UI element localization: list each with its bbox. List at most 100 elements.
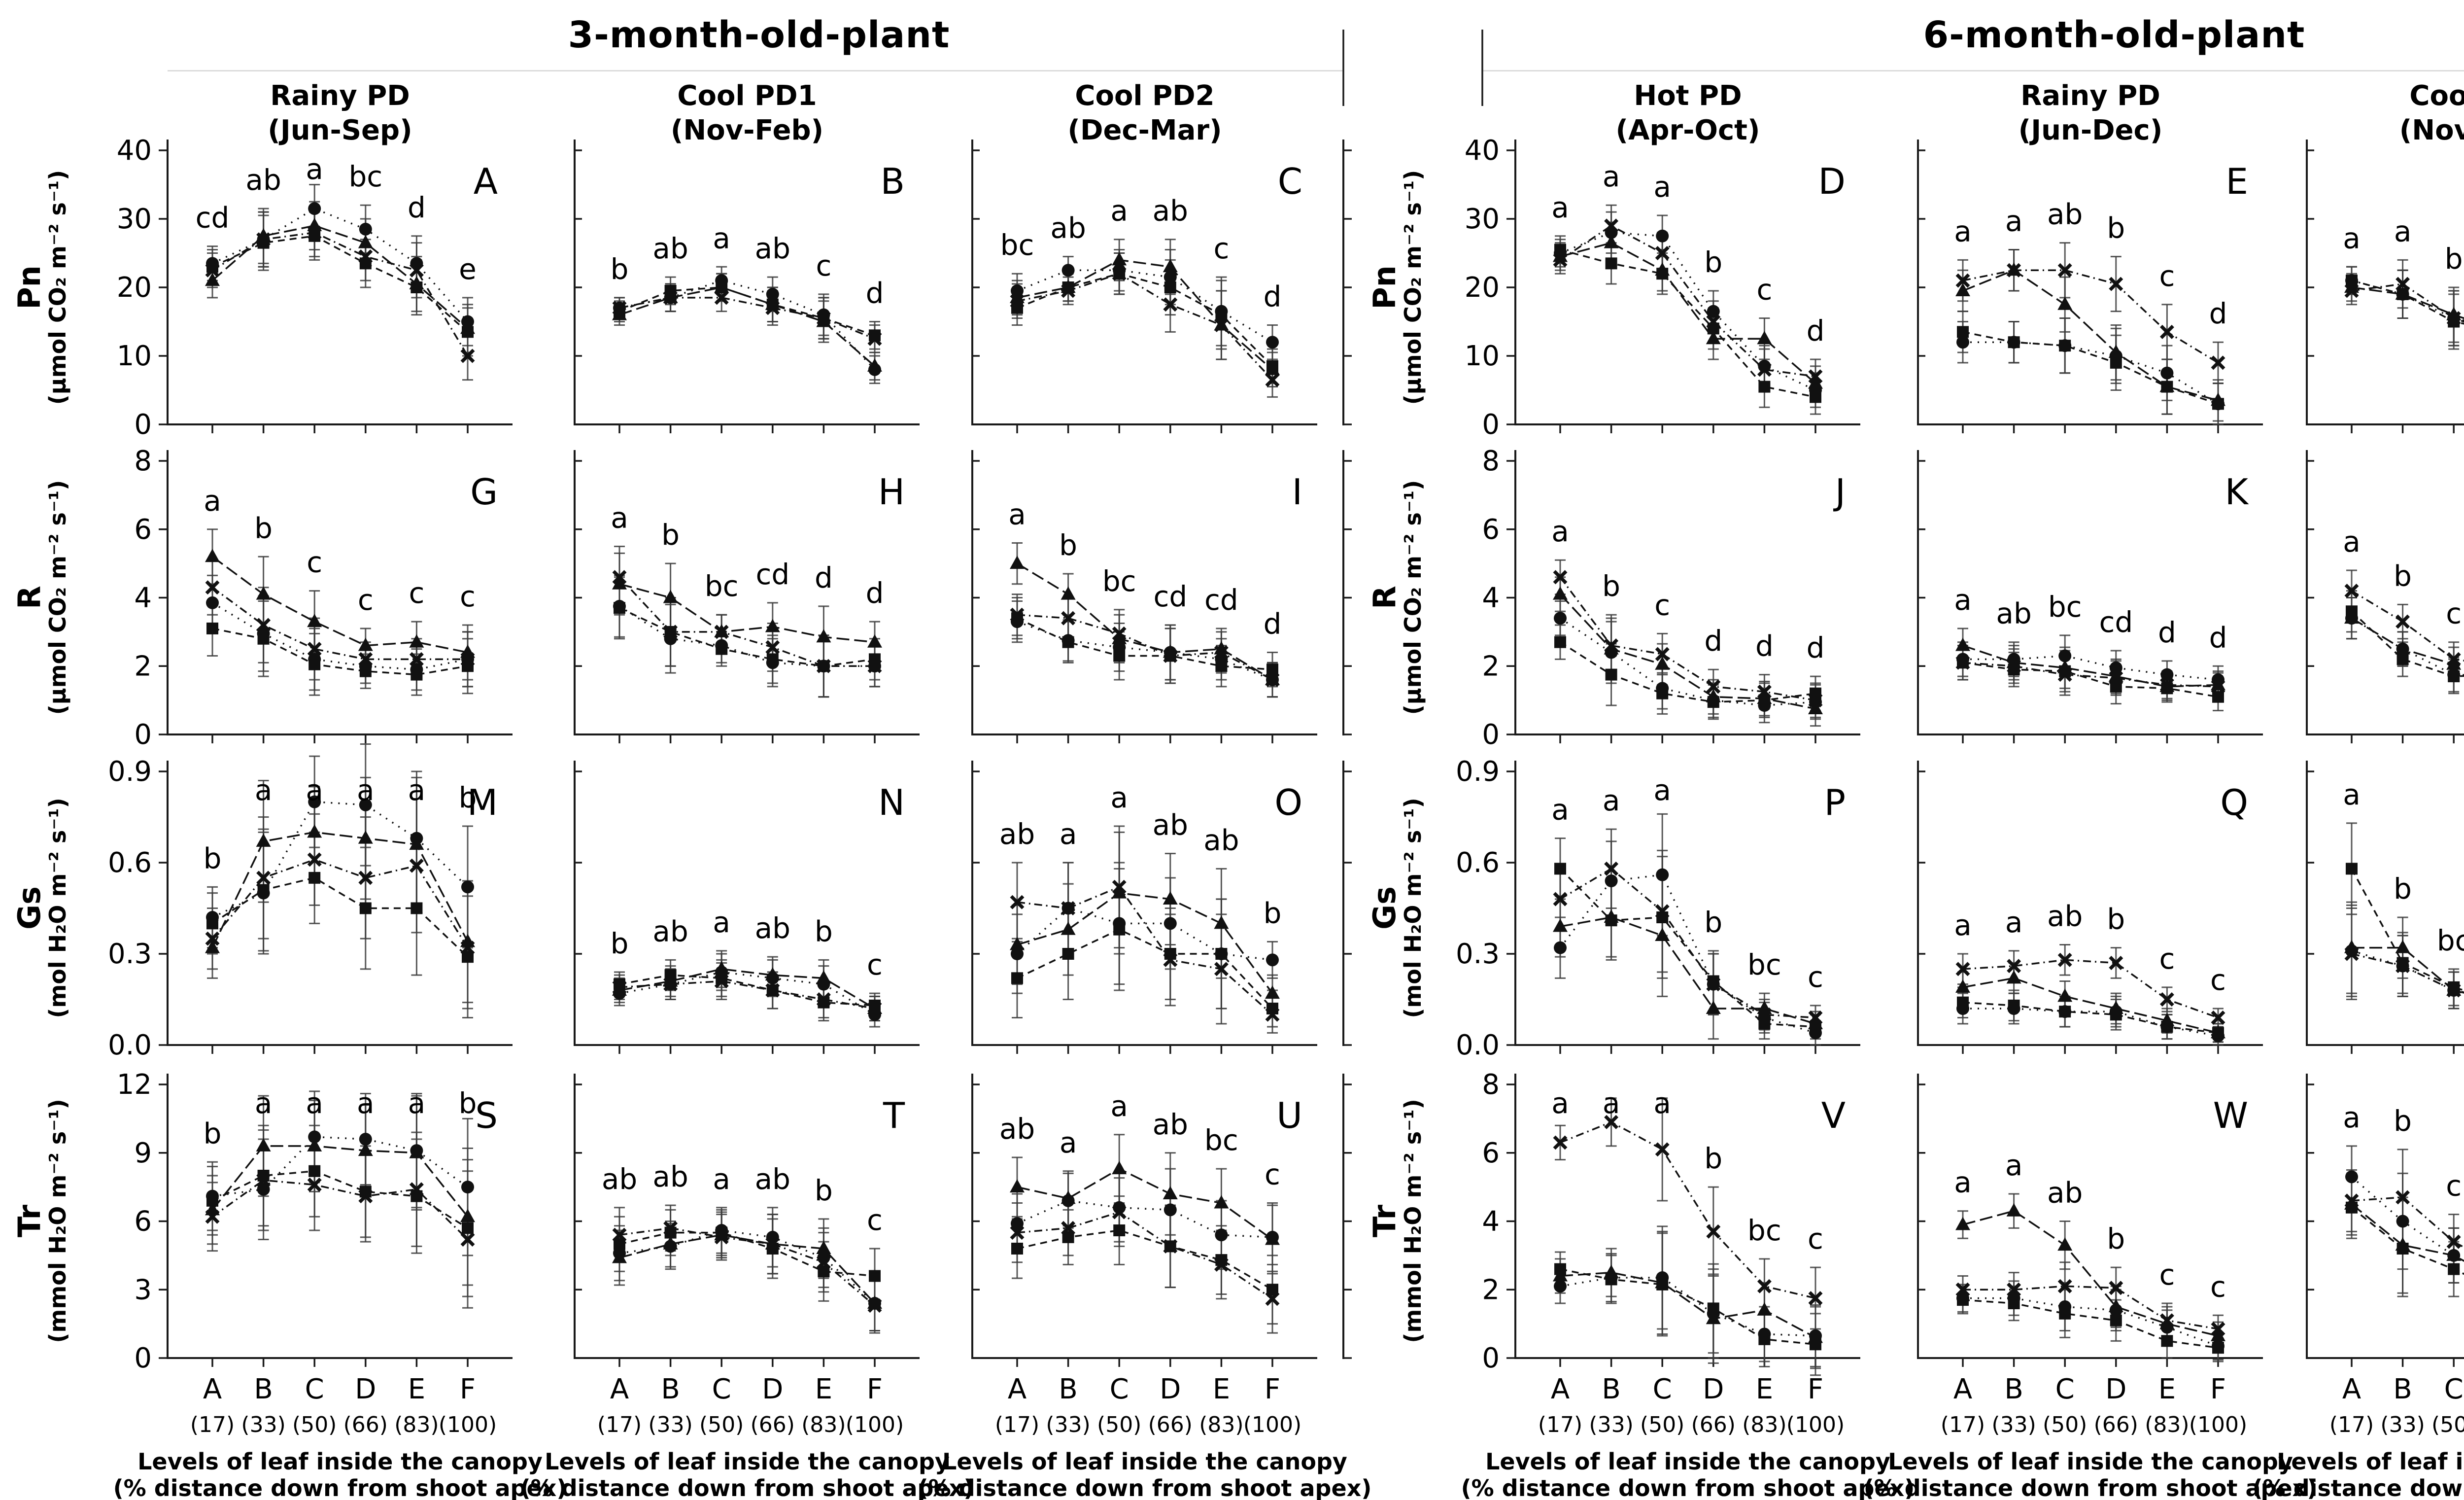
filled-circle-marker [2396,1215,2409,1228]
cross-marker [1706,679,1721,694]
cross-marker [2211,1322,2225,1336]
sig-letter: ab [1153,194,1188,228]
x-axis-title-line1: Levels of leaf inside the canopy [2277,1448,2464,1475]
cross-marker [714,290,729,305]
x-axis-title-line1: Levels of leaf inside the canopy [1485,1448,1890,1475]
filled-triangle-marker [358,637,373,651]
cross-marker [460,652,475,666]
series-line-filled-circle [1963,1008,2219,1037]
y-tick-label: 10 [1465,340,1500,372]
x-tick-letter: A [610,1373,629,1405]
filled-square-marker [462,1222,474,1234]
sig-letter: e [459,252,477,286]
filled-square-marker [716,643,728,655]
filled-circle-marker [359,1133,372,1146]
filled-square-marker [1113,1224,1126,1236]
sig-letter: d [2209,621,2227,654]
series-line-cross [211,1179,469,1240]
filled-circle-marker [359,798,372,811]
filled-circle-marker [1956,336,1969,349]
filled-circle-marker [1164,917,1177,930]
sig-letter: a [1954,583,1972,617]
cross-marker [714,625,729,639]
panel-letter: E [2226,161,2249,202]
sig-letter: ab [755,232,790,265]
filled-square-marker [1113,650,1126,662]
filled-triangle-marker [256,1138,271,1151]
cross-marker [2446,983,2461,998]
series-line-filled-square [1962,1001,2219,1034]
y-tick-label: 6 [1482,1137,1500,1169]
sig-letter: b [1704,1142,1722,1175]
cross-marker [2007,659,2021,673]
sig-letter: a [1551,793,1569,827]
sig-letter: d [2209,297,2227,330]
filled-square-marker [2448,670,2460,683]
series-line-cross [1963,1285,2219,1330]
y-tick-label: 20 [117,272,152,304]
sig-letter: c [1756,273,1772,307]
panel-K-chart: a ab bc cd d dK [1917,450,2263,743]
series-line-cross [619,1227,876,1306]
sig-letter: d [866,576,884,610]
sig-letter: bc [2437,924,2464,957]
sig-letter: d [1704,624,1722,658]
cross-marker [765,983,780,998]
sig-letter: b [2107,903,2125,936]
cross-marker [1553,892,1568,907]
x-tick-percent: (33) [1046,1412,1090,1437]
sig-letter: a [2005,1149,2023,1182]
filled-triangle-marker [612,307,627,320]
filled-square-marker [2396,653,2409,665]
x-tick-letter: F [867,1373,883,1405]
cross-marker [307,225,322,240]
sig-letter: bc [1102,564,1136,598]
cross-marker [460,941,475,955]
panel-letter: P [1824,782,1846,823]
series-line-cross [1560,224,1816,378]
filled-square-marker [257,632,270,645]
filled-square-marker [359,902,372,914]
series-line-filled-triangle [619,968,875,1010]
filled-circle-marker [1656,868,1669,881]
filled-square-marker [257,884,270,896]
cross-marker [1265,672,1280,687]
filled-triangle-marker [663,590,678,603]
series-line-cross [1962,959,2219,1019]
series-line-filled-triangle [1962,269,2219,402]
series-line-filled-square [1962,1299,2219,1349]
x-tick-letter: D [2105,1373,2126,1405]
sig-letter: ab [2047,198,2083,231]
x-tick-letter: B [1059,1373,1077,1405]
filled-triangle-marker [409,634,424,648]
group2-underline [1482,70,2464,71]
y-tick-label: 8 [1482,445,1500,477]
sig-letter: b [1264,896,1282,930]
x-tick-percent: (83) [1742,1412,1786,1437]
sig-letter: b [611,927,629,960]
sig-letter: ab [755,911,790,945]
cross-marker [1112,1205,1127,1220]
sig-letter: a [2343,525,2361,558]
col-header-line2: (Nov-Feb) [670,114,824,146]
series-line-cross [1017,614,1273,681]
cross-marker [1655,246,1670,260]
cross-marker [2446,1234,2461,1249]
filled-triangle-marker [1265,361,1280,375]
series-line-filled-triangle [2352,946,2464,994]
sig-letter: a [306,1086,323,1120]
series-line-cross [1017,886,1273,1015]
filled-square-marker [1554,636,1566,648]
sig-letter: a [1110,194,1128,228]
cross-marker [358,1189,373,1204]
series-line-filled-circle [1963,341,2219,405]
filled-triangle-marker [714,961,729,975]
col-header-line2: (Jun-Dec) [2018,114,2163,146]
filled-triangle-marker [2395,1237,2410,1251]
panel-letter: V [1821,1095,1846,1136]
